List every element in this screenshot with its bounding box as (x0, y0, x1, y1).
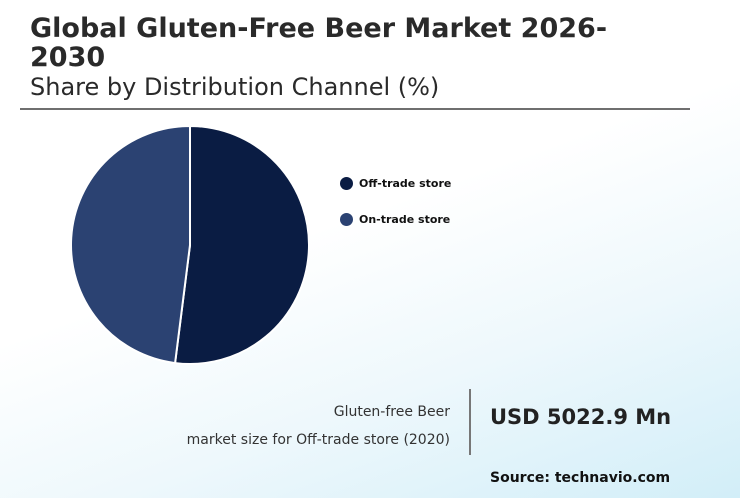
legend-item-off-trade: Off-trade store (340, 174, 451, 192)
market-size-value: USD 5022.9 Mn (490, 405, 672, 429)
legend-item-on-trade: On-trade store (340, 210, 451, 228)
title-divider (20, 108, 690, 110)
legend-label-off-trade: Off-trade store (359, 176, 452, 190)
chart-subtitle: Share by Distribution Channel (%) (30, 73, 440, 101)
source-credit: Source: technavio.com (490, 470, 671, 486)
note-line-2: market size for Off-trade store (2020) (186, 432, 450, 448)
pie-slice-on-trade-store (70, 124, 191, 365)
legend-label-on-trade: On-trade store (359, 212, 451, 226)
legend: Off-trade store On-trade store (340, 174, 451, 246)
footer-divider (469, 389, 471, 455)
pie-chart (70, 124, 310, 365)
legend-swatch-on-trade (340, 212, 353, 226)
chart-title: Global Gluten-Free Beer Market 2026-2030 (30, 13, 608, 73)
market-size-note: Gluten-free Beer market size for Off-tra… (187, 398, 450, 454)
pie-slice-off-trade-store (173, 124, 310, 365)
legend-swatch-off-trade (340, 176, 353, 190)
note-line-1: Gluten-free Beer (333, 404, 450, 420)
